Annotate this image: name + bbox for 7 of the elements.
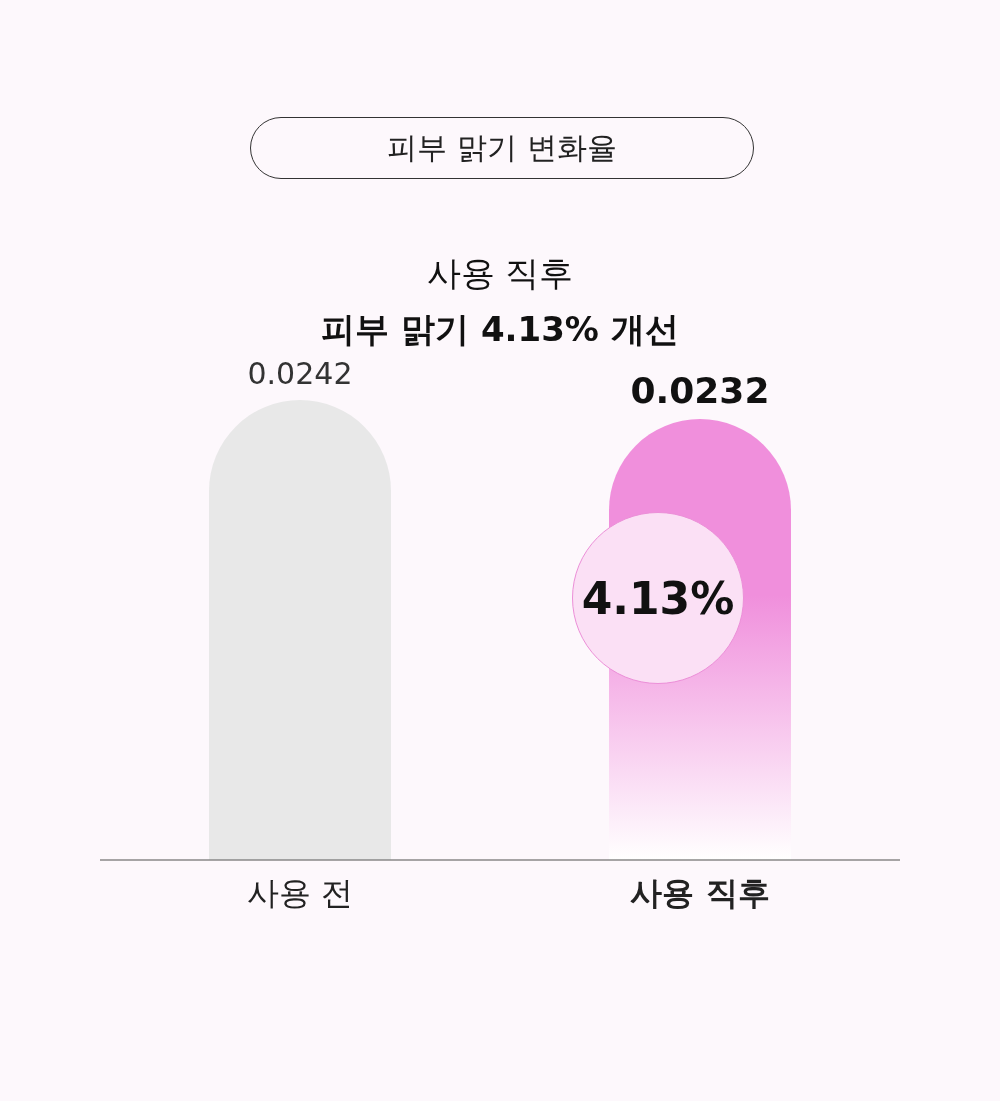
chart-subtitle: 사용 직후 피부 맑기 4.13% 개선 <box>320 252 680 351</box>
chart-title: 피부 맑기 변화율 <box>387 128 617 167</box>
annotation: 4.13% <box>581 572 735 624</box>
data-label: 0.0242 <box>247 356 353 391</box>
x-tick-label: 사용 직후 <box>630 874 770 912</box>
data-label: 0.0232 <box>630 370 770 412</box>
x-tick-label: 사용 전 <box>246 874 354 912</box>
